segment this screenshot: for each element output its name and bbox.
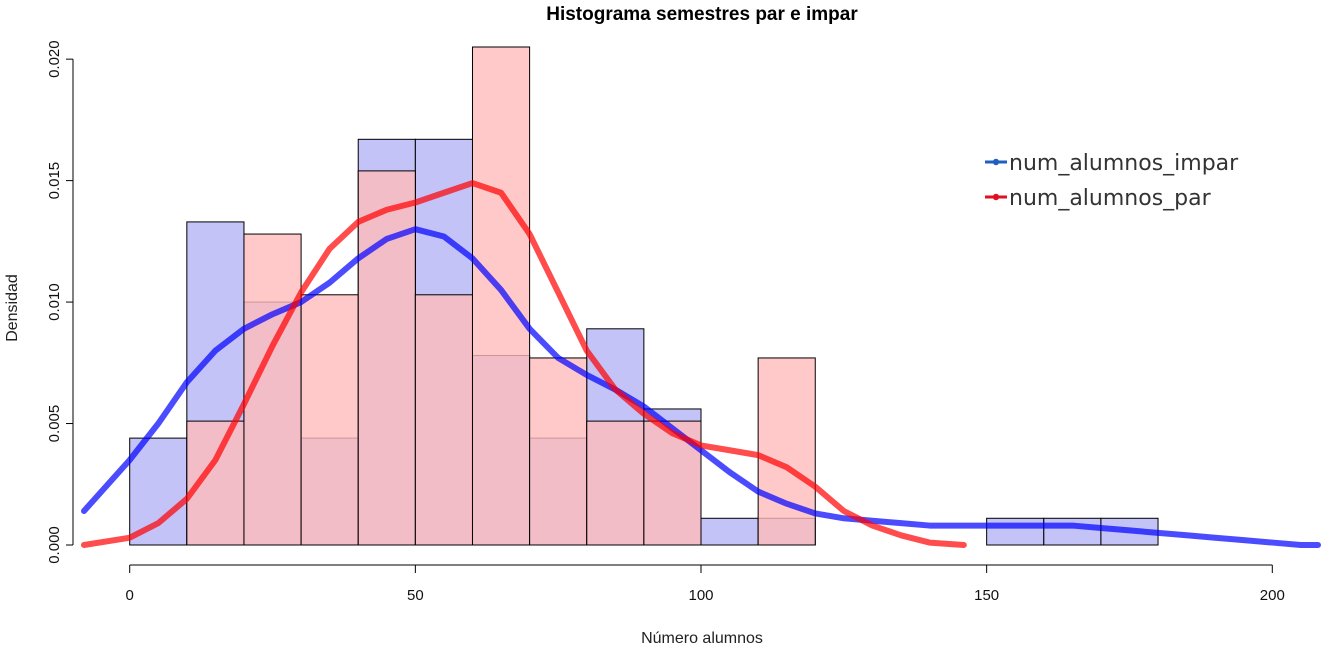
histogram-bar xyxy=(700,517,759,546)
histogram-bar xyxy=(414,294,473,546)
histogram-bar xyxy=(300,294,359,546)
histogram-bar xyxy=(1043,517,1102,546)
legend-marker xyxy=(992,193,1000,201)
x-axis-label: Número alumnos xyxy=(641,630,763,647)
x-tick-label: 0 xyxy=(126,587,134,604)
histogram-bar xyxy=(129,437,188,546)
histogram-bar xyxy=(986,517,1045,546)
x-tick-label: 200 xyxy=(1260,587,1285,604)
legend-entry: num_alumnos_impar xyxy=(985,151,1239,176)
x-tick-label: 100 xyxy=(688,587,713,604)
histogram-bar xyxy=(357,170,416,546)
legend: num_alumnos_impar num_alumnos_par xyxy=(985,151,1239,211)
density-curve-num_alumnos_par xyxy=(81,180,967,548)
y-tick-label: 0.005 xyxy=(46,405,63,443)
legend-label: num_alumnos_impar xyxy=(1009,151,1239,176)
y-tick-label: 0.020 xyxy=(46,40,63,78)
chart-title: Histograma semestres par e impar xyxy=(546,4,858,25)
histogram-bar xyxy=(757,357,816,546)
legend-entry: num_alumnos_par xyxy=(985,186,1212,211)
x-tick-label: 150 xyxy=(974,587,999,604)
axes: 0 50 100 150 200 0.000 0.005 0.010 0.015 0.020 xyxy=(46,40,1285,604)
x-tick-label: 50 xyxy=(407,587,424,604)
legend-label: num_alumnos_par xyxy=(1009,186,1212,211)
histogram-bar xyxy=(471,46,531,546)
legend-marker xyxy=(992,158,1000,166)
y-tick-label: 0.010 xyxy=(46,283,63,321)
y-axis-label: Densidad xyxy=(4,274,21,342)
y-tick-label: 0.000 xyxy=(46,526,63,564)
y-tick-label: 0.015 xyxy=(46,162,63,200)
histogram-bar xyxy=(586,420,645,546)
plot-area xyxy=(81,46,1321,548)
histogram-bar xyxy=(529,357,588,546)
